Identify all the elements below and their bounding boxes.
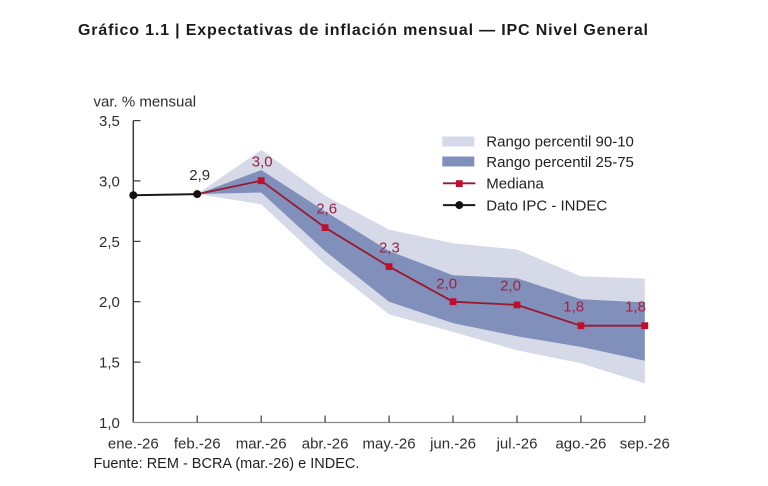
svg-text:2,0: 2,0	[99, 294, 120, 311]
svg-text:1,8: 1,8	[625, 298, 646, 315]
svg-text:ene.-26: ene.-26	[108, 436, 159, 453]
svg-text:may.-26: may.-26	[363, 436, 416, 453]
svg-text:3,0: 3,0	[99, 173, 120, 190]
svg-text:jul.-26: jul.-26	[496, 436, 538, 453]
svg-text:jun.-26: jun.-26	[429, 436, 476, 453]
svg-text:1,0: 1,0	[99, 415, 120, 432]
svg-text:Rango percentil 90-10: Rango percentil 90-10	[486, 134, 634, 151]
svg-text:2,6: 2,6	[316, 200, 337, 217]
svg-text:3,0: 3,0	[252, 153, 273, 170]
svg-text:2,0: 2,0	[436, 276, 457, 293]
svg-text:feb.-26: feb.-26	[174, 436, 221, 453]
svg-text:2,9: 2,9	[189, 167, 210, 184]
svg-text:1,5: 1,5	[99, 355, 120, 372]
svg-text:abr.-26: abr.-26	[302, 436, 349, 453]
svg-text:2,5: 2,5	[99, 234, 120, 251]
svg-text:1,8: 1,8	[563, 298, 584, 315]
svg-text:Fuente: REM - BCRA (mar.-26) e: Fuente: REM - BCRA (mar.-26) e INDEC.	[94, 456, 360, 472]
svg-text:Rango percentil 25-75: Rango percentil 25-75	[486, 154, 634, 171]
svg-text:Gráfico 1.1 | Expectativas de: Gráfico 1.1 | Expectativas de inflación …	[78, 22, 648, 39]
svg-text:2,3: 2,3	[379, 239, 400, 256]
svg-text:Dato IPC - INDEC: Dato IPC - INDEC	[486, 198, 607, 215]
svg-text:3,5: 3,5	[99, 113, 120, 130]
svg-text:ago.-26: ago.-26	[555, 436, 606, 453]
svg-text:Mediana: Mediana	[486, 176, 544, 193]
svg-text:var. % mensual: var. % mensual	[94, 94, 197, 111]
svg-text:2,0: 2,0	[500, 277, 521, 294]
svg-text:mar.-26: mar.-26	[236, 436, 287, 453]
svg-text:sep.-26: sep.-26	[620, 436, 670, 453]
